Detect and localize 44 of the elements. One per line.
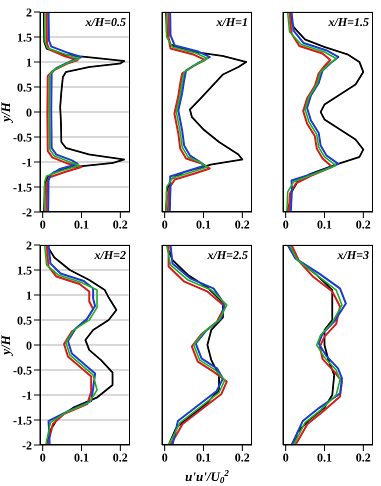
y-tick-label: -1.5: [13, 413, 32, 428]
x-tick-label: 0: [162, 218, 168, 232]
y-tick-label: -2: [22, 205, 32, 220]
annotation: x/H=1: [216, 15, 248, 30]
y-tick-label: -0.5: [13, 363, 32, 378]
y-tick-label: -1: [22, 388, 32, 402]
x-tick-label: 0.1: [317, 450, 332, 465]
x-tick-label: 0: [40, 218, 46, 232]
x-tick-label: 0.2: [234, 450, 250, 465]
x-tick-label: 0: [162, 450, 168, 465]
x-tick-label: 0: [282, 218, 289, 232]
annotation: x/H=0.5: [85, 15, 126, 30]
x-tick-label: 0.1: [74, 450, 90, 465]
x-tick-label: 0.1: [196, 450, 212, 465]
y-axis-title: y/H: [0, 101, 13, 124]
y-tick-label: 1.5: [17, 263, 32, 278]
x-tick-label: 0.2: [356, 450, 371, 465]
y-tick-label: 2: [26, 238, 32, 252]
x-tick-label: 0.1: [74, 218, 90, 232]
x-tick-label: 0.2: [356, 218, 371, 232]
x-tick-label: 0.1: [317, 218, 332, 232]
y-tick-label: 1: [26, 55, 32, 70]
x-tick-label: 0: [40, 450, 46, 465]
y-axis-title: y/H: [0, 334, 13, 357]
annotation: x/H=2.5: [207, 248, 248, 263]
x-tick-label: 0.2: [112, 450, 128, 465]
annotation: x/H=1.5: [328, 15, 369, 30]
x-tick-label: 0.2: [234, 218, 250, 232]
y-tick-label: 1.5: [17, 30, 32, 44]
y-tick-label: -2: [22, 438, 32, 452]
x-tick-label: 0: [282, 450, 289, 465]
x-tick-label: 0.1: [196, 218, 212, 232]
y-tick-label: 1: [26, 288, 32, 302]
y-tick-label: -1: [22, 155, 32, 170]
y-tick-label: 0: [26, 105, 32, 120]
y-tick-label: 0.5: [17, 80, 32, 94]
x-tick-label: 0.2: [112, 218, 128, 232]
y-tick-label: -1.5: [13, 180, 32, 194]
annotation: x/H=3: [337, 248, 369, 263]
y-tick-label: -0.5: [13, 130, 32, 144]
y-tick-label: 0.5: [17, 313, 32, 328]
y-tick-label: 0: [26, 338, 32, 352]
y-tick-label: 2: [26, 5, 32, 20]
annotation: x/H=2: [94, 248, 126, 263]
